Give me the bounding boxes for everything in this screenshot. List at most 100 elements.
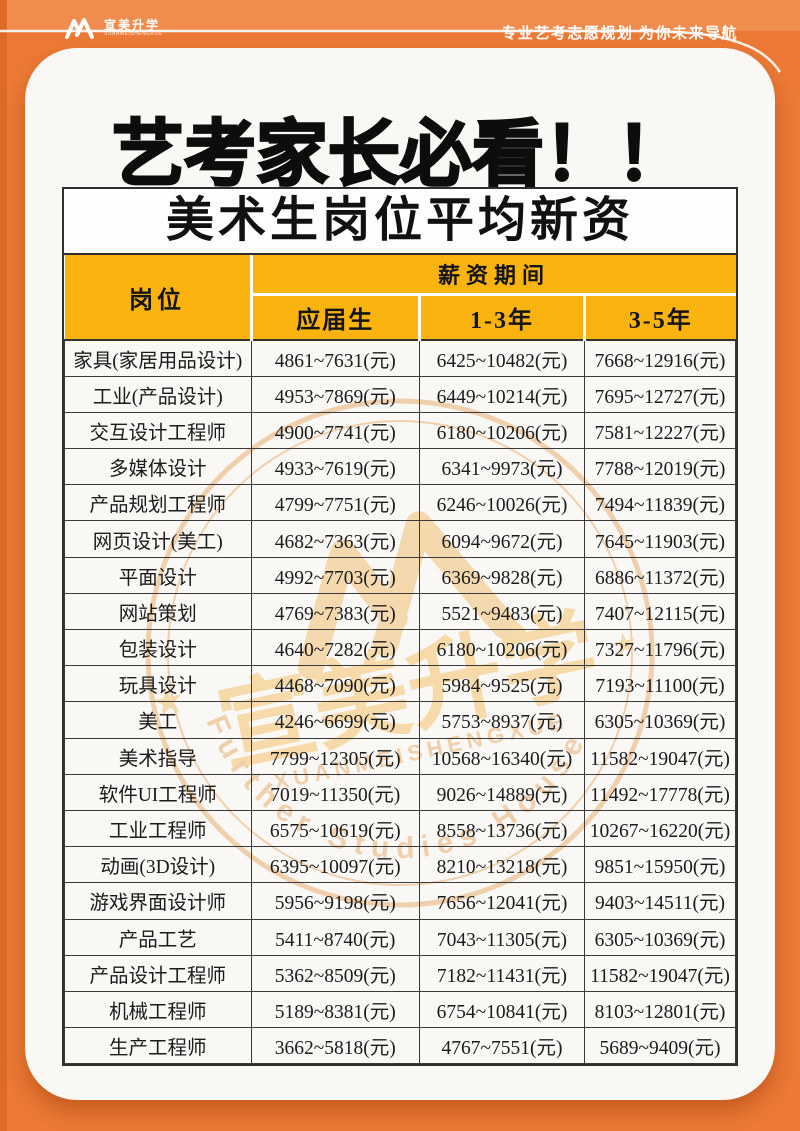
fresh-grad-salary-cell: 4953~7869(元) <box>250 375 420 413</box>
table-row: 多媒体设计 4933~7619(元) 6341~9973(元) 7788~120… <box>64 448 736 486</box>
table-row: 家具(家居用品设计) 4861~7631(元) 6425~10482(元) 76… <box>64 339 736 377</box>
salary-3-5-years-cell: 5689~9409(元) <box>584 1027 736 1065</box>
salary-1-3-years-cell: 6341~9973(元) <box>418 448 586 486</box>
table-row: 软件UI工程师 7019~11350(元) 9026~14889(元) 1149… <box>64 773 736 811</box>
salary-1-3-years-cell: 6246~10026(元) <box>418 484 586 522</box>
mountain-logo-icon <box>65 18 94 39</box>
salary-3-5-years-cell: 10267~16220(元) <box>584 809 736 848</box>
table-row: 美工 4246~6699(元) 5753~8937(元) 6305~10369(… <box>64 701 736 739</box>
position-cell: 美术指导 <box>64 737 252 775</box>
brand-text: 宣美升学 XUANMEISHENGXUE <box>104 17 163 38</box>
salary-3-5-years-cell: 9851~15950(元) <box>584 846 736 884</box>
salary-1-3-years-cell: 5984~9525(元) <box>418 665 586 703</box>
position-cell: 动画(3D设计) <box>64 846 252 884</box>
salary-1-3-years-cell: 5753~8937(元) <box>418 701 586 739</box>
fresh-grad-salary-cell: 4769~7383(元) <box>250 592 420 631</box>
salary-1-3-years-cell: 6754~10841(元) <box>418 990 586 1029</box>
content-card: 艺考家长必看！！ 宣美升学 XUANMEISHENGXUE Further St… <box>25 48 775 1100</box>
position-cell: 网页设计(美工) <box>64 520 252 558</box>
table-row: 工业(产品设计) 4953~7869(元) 6449~10214(元) 7695… <box>64 375 736 413</box>
fresh-grad-salary-cell: 4933~7619(元) <box>250 448 420 486</box>
position-cell: 家具(家居用品设计) <box>64 339 252 377</box>
salary-1-3-years-cell: 7043~11305(元) <box>418 918 586 956</box>
table-row: 游戏界面设计师 5956~9198(元) 7656~12041(元) 9403~… <box>64 882 736 920</box>
fresh-grad-salary-cell: 6575~10619(元) <box>250 809 420 848</box>
salary-1-3-years-cell: 8558~13736(元) <box>418 809 586 848</box>
position-cell: 机械工程师 <box>64 990 252 1029</box>
salary-1-3-years-cell: 6369~9828(元) <box>418 556 586 594</box>
table-row: 动画(3D设计) 6395~10097(元) 8210~13218(元) 985… <box>64 846 736 884</box>
fresh-grad-salary-cell: 5956~9198(元) <box>250 882 420 920</box>
fresh-grad-salary-cell: 5189~8381(元) <box>250 990 420 1029</box>
brand-name: 宣美升学 <box>104 17 161 32</box>
position-cell: 工业工程师 <box>64 809 252 848</box>
salary-1-3-years-cell: 7182~11431(元) <box>418 954 586 992</box>
fresh-grad-salary-cell: 4468~7090(元) <box>250 665 420 703</box>
salary-3-5-years-cell: 9403~14511(元) <box>584 882 736 920</box>
salary-1-3-years-cell: 9026~14889(元) <box>418 773 586 811</box>
salary-1-3-years-cell: 6449~10214(元) <box>418 375 586 413</box>
salary-3-5-years-cell: 11582~19047(元) <box>584 737 736 775</box>
salary-3-5-years-cell: 8103~12801(元) <box>584 990 736 1029</box>
table-row: 网站策划 4769~7383(元) 5521~9483(元) 7407~1211… <box>64 592 736 631</box>
salary-3-5-years-cell: 6886~11372(元) <box>584 556 736 594</box>
fresh-grad-salary-cell: 4861~7631(元) <box>250 339 420 377</box>
position-cell: 产品设计工程师 <box>64 954 252 992</box>
salary-3-5-years-cell: 7407~12115(元) <box>584 592 736 631</box>
position-cell: 美工 <box>64 701 252 739</box>
left-edge-strip <box>0 0 7 1131</box>
salary-1-3-years-cell: 6180~10206(元) <box>418 628 586 667</box>
position-cell: 包装设计 <box>64 628 252 667</box>
table-row: 平面设计 4992~7703(元) 6369~9828(元) 6886~1137… <box>64 556 736 594</box>
table-row: 美术指导 7799~12305(元) 10568~16340(元) 11582~… <box>64 737 736 775</box>
position-cell: 工业(产品设计) <box>64 375 252 413</box>
table-row: 网页设计(美工) 4682~7363(元) 6094~9672(元) 7645~… <box>64 520 736 558</box>
fresh-grad-salary-cell: 3662~5818(元) <box>250 1027 420 1065</box>
column-header-fresh-grad: 应届生 <box>249 294 420 341</box>
fresh-grad-salary-cell: 4992~7703(元) <box>250 556 420 594</box>
salary-3-5-years-cell: 6305~10369(元) <box>584 918 736 956</box>
position-cell: 多媒体设计 <box>64 448 252 486</box>
table-row: 机械工程师 5189~8381(元) 6754~10841(元) 8103~12… <box>64 990 736 1029</box>
column-header-3-5-years: 3-5年 <box>583 294 736 341</box>
position-cell: 游戏界面设计师 <box>64 882 252 920</box>
salary-3-5-years-cell: 7494~11839(元) <box>584 484 736 522</box>
table-row: 产品规划工程师 4799~7751(元) 6246~10026(元) 7494~… <box>64 484 736 522</box>
salary-1-3-years-cell: 6180~10206(元) <box>418 411 586 450</box>
salary-1-3-years-cell: 10568~16340(元) <box>418 737 586 775</box>
salary-3-5-years-cell: 11492~17778(元) <box>584 773 736 811</box>
column-header-1-3-years: 1-3年 <box>417 294 585 341</box>
fresh-grad-salary-cell: 4640~7282(元) <box>250 628 420 667</box>
salary-1-3-years-cell: 5521~9483(元) <box>418 592 586 631</box>
column-header-salary-period: 薪资期间 <box>251 255 736 296</box>
position-cell: 玩具设计 <box>64 665 252 703</box>
salary-table-section: 美术生岗位平均新资 岗位 薪资期间 应届生 1-3年 3-5年 <box>62 187 738 1067</box>
salary-3-5-years-cell: 11582~19047(元) <box>584 954 736 992</box>
fresh-grad-salary-cell: 4682~7363(元) <box>250 520 420 558</box>
fresh-grad-salary-cell: 4246~6699(元) <box>250 701 420 739</box>
fresh-grad-salary-cell: 5362~8509(元) <box>250 954 420 992</box>
fresh-grad-salary-cell: 7799~12305(元) <box>250 737 420 775</box>
position-cell: 生产工程师 <box>64 1027 252 1065</box>
top-bar: 宣美升学 XUANMEISHENGXUE 专业艺考志愿规划 为你未来导航 <box>0 0 800 48</box>
salary-1-3-years-cell: 7656~12041(元) <box>418 882 586 920</box>
fresh-grad-salary-cell: 5411~8740(元) <box>250 918 420 956</box>
position-cell: 产品规划工程师 <box>64 484 252 522</box>
salary-3-5-years-cell: 7645~11903(元) <box>584 520 736 558</box>
salary-3-5-years-cell: 7327~11796(元) <box>584 628 736 667</box>
column-header-position: 岗位 <box>64 255 253 341</box>
salary-3-5-years-cell: 7668~12916(元) <box>584 339 736 377</box>
brand-name-en: XUANMEISHENGXUE <box>104 31 163 38</box>
salary-1-3-years-cell: 4767~7551(元) <box>418 1027 586 1065</box>
position-cell: 软件UI工程师 <box>64 773 252 811</box>
table-row: 工业工程师 6575~10619(元) 8558~13736(元) 10267~… <box>64 809 736 848</box>
salary-3-5-years-cell: 6305~10369(元) <box>584 701 736 739</box>
salary-3-5-years-cell: 7193~11100(元) <box>584 665 736 703</box>
position-cell: 交互设计工程师 <box>64 411 252 450</box>
fresh-grad-salary-cell: 6395~10097(元) <box>250 846 420 884</box>
salary-1-3-years-cell: 6425~10482(元) <box>418 339 586 377</box>
salary-3-5-years-cell: 7788~12019(元) <box>584 448 736 486</box>
position-cell: 网站策划 <box>64 592 252 631</box>
table-title: 美术生岗位平均新资 <box>64 189 736 255</box>
